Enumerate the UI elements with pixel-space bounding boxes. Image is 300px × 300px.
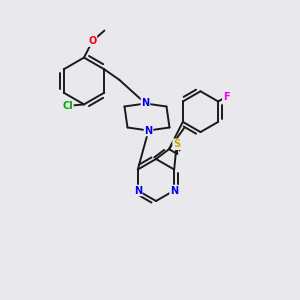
Text: O: O [88, 36, 97, 46]
Text: N: N [144, 125, 153, 136]
Text: Cl: Cl [62, 101, 73, 111]
Text: F: F [223, 92, 230, 102]
Text: N: N [170, 185, 178, 196]
Text: N: N [134, 185, 142, 196]
Text: S: S [173, 139, 180, 149]
Text: N: N [141, 98, 150, 109]
